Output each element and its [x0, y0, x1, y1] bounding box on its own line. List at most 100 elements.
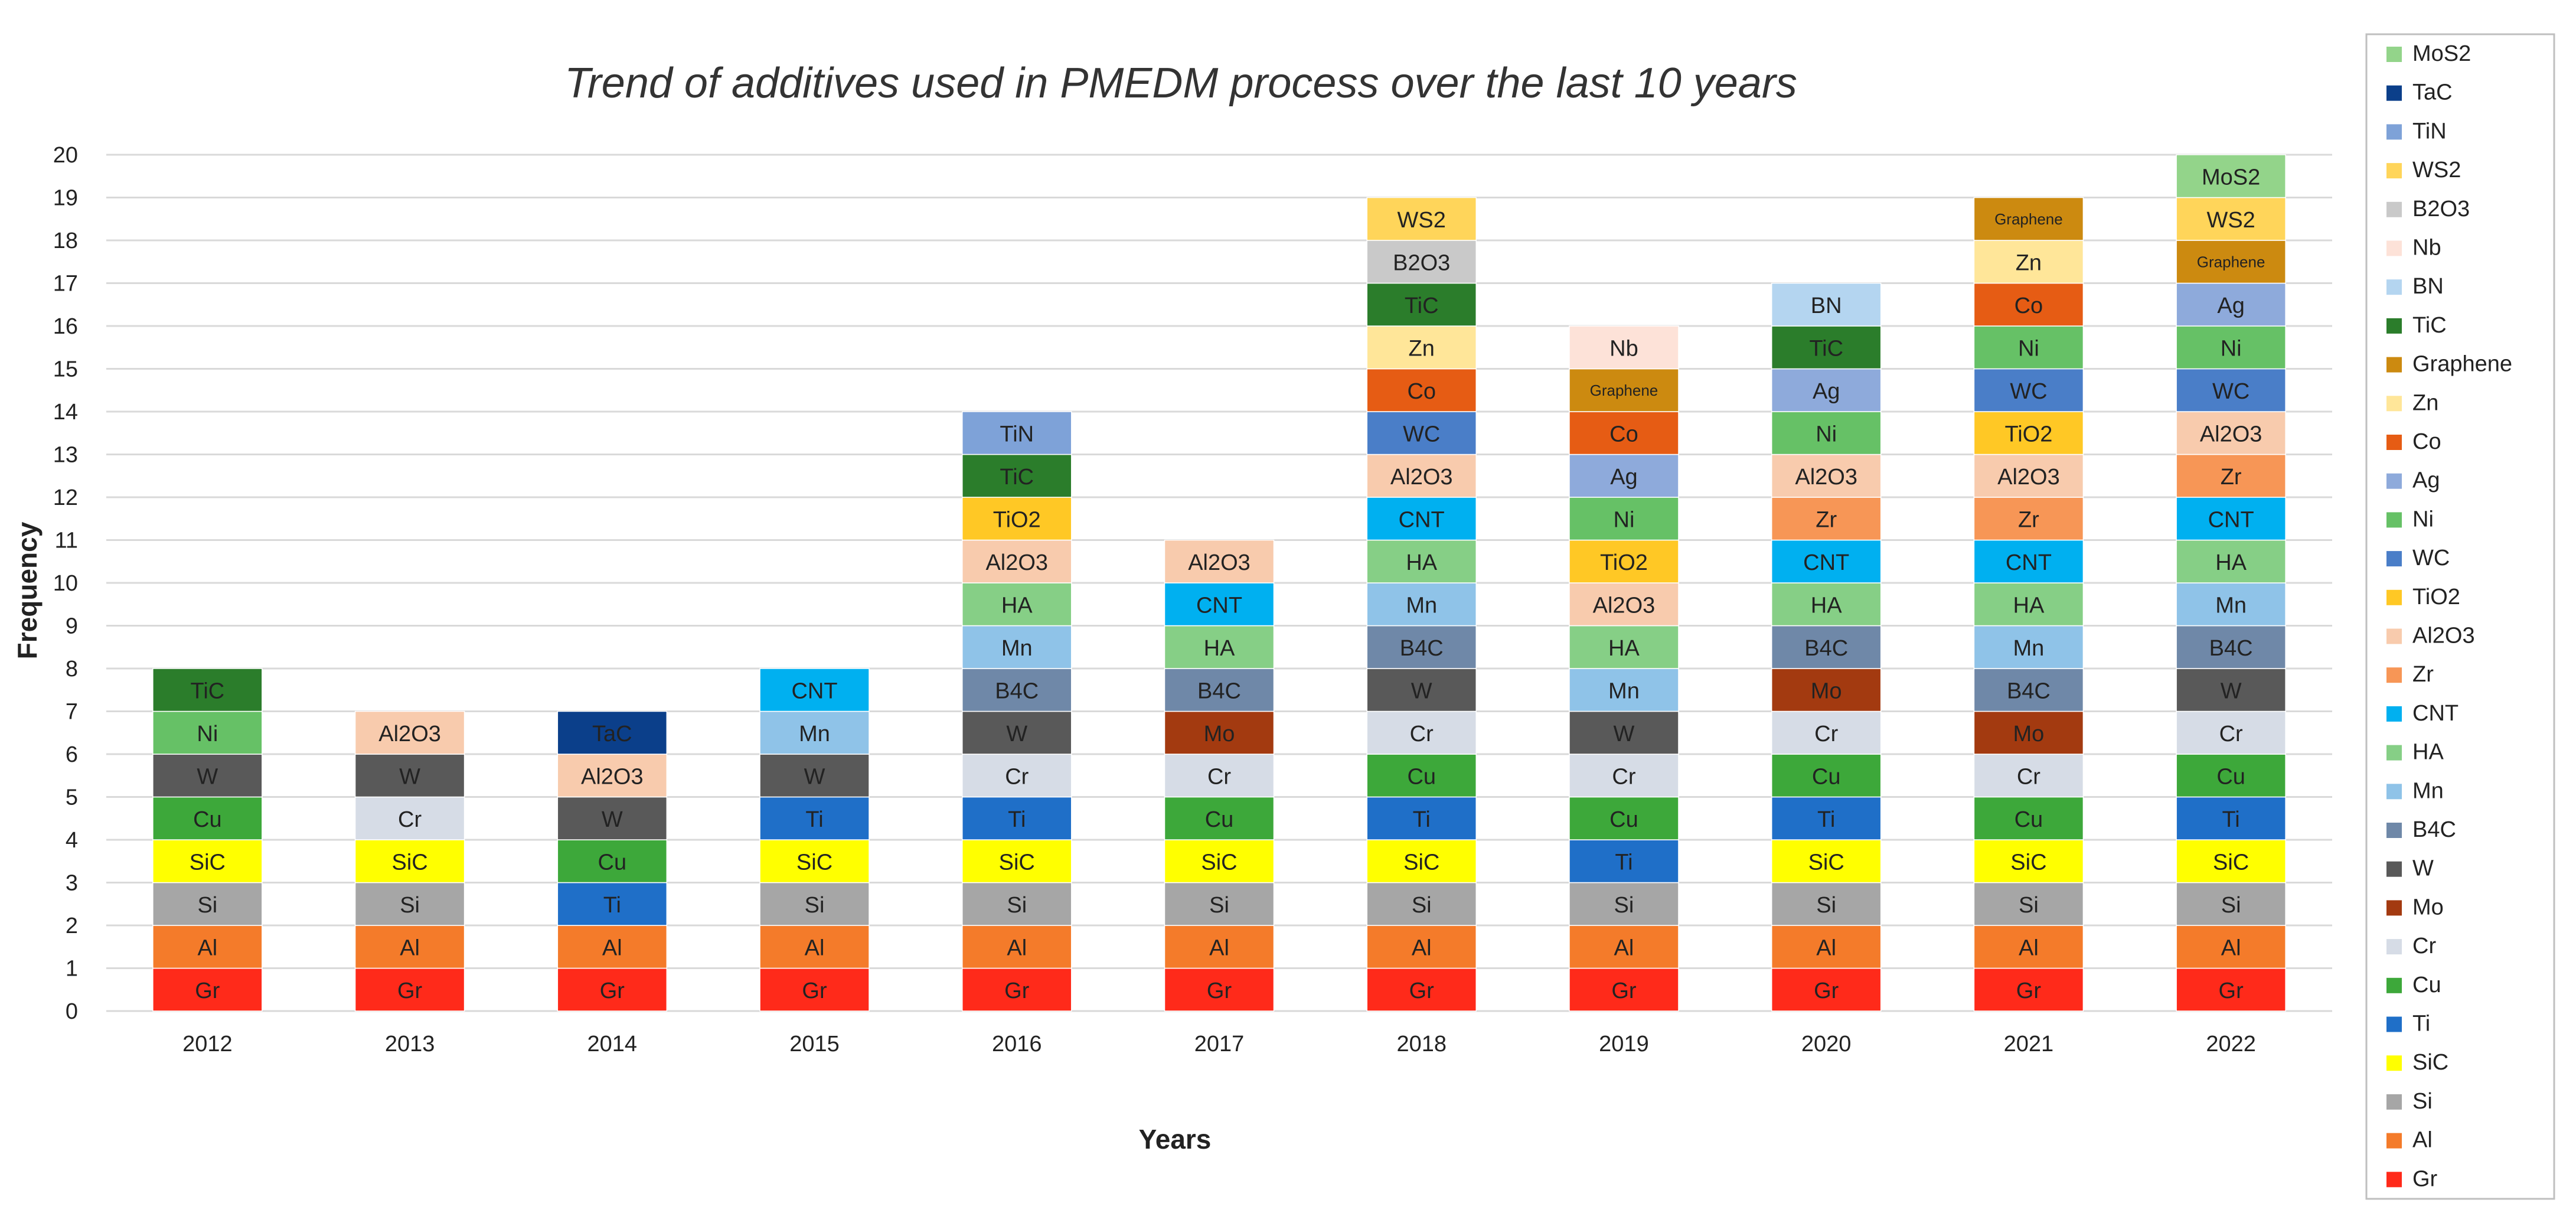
bar-segment-2019-al2o3 — [1569, 582, 1679, 627]
segment-label-2020-cnt: CNT — [1803, 550, 1849, 575]
bar-segment-2021-ha — [1973, 582, 2084, 627]
bar-segment-2016-tio2 — [962, 497, 1072, 541]
segment-label-2015-mn: Mn — [799, 722, 830, 746]
segment-label-2018-b2o3: B2O3 — [1393, 250, 1450, 275]
bar-segment-2017-cnt — [1164, 582, 1275, 627]
legend-label-zn: Zn — [2412, 390, 2438, 415]
bar-segment-2018-w — [1366, 668, 1477, 712]
legend-swatch-cnt — [2386, 706, 2402, 722]
bar-segment-2019-w — [1569, 710, 1679, 755]
segment-label-2020-cr: Cr — [1814, 722, 1838, 746]
chart-title: Trend of additives used in PMEDM process… — [564, 60, 1797, 107]
bar-segment-2020-zr — [1771, 497, 1882, 541]
bar-segment-2022-cnt — [2176, 497, 2286, 541]
segment-label-2021-zr: Zr — [2018, 507, 2039, 532]
segment-label-2022-si: Si — [2221, 893, 2241, 918]
legend-swatch-ws2 — [2386, 163, 2402, 179]
bar-segment-2020-al — [1771, 925, 1882, 969]
segment-label-2018-co: Co — [1407, 379, 1436, 404]
bar-segment-2021-co — [1973, 282, 2084, 327]
y-tick-label-3: 3 — [66, 871, 78, 896]
segment-label-2013-sic: SiC — [391, 850, 427, 875]
segment-label-2018-ha: HA — [1406, 550, 1437, 575]
bar-segment-2019-si — [1569, 882, 1679, 926]
segment-label-2022-gr: Gr — [2219, 979, 2244, 1003]
segment-label-2019-ni: Ni — [1614, 507, 1635, 532]
y-tick-label-8: 8 — [66, 657, 78, 682]
bar-segment-2013-al — [354, 925, 465, 969]
segment-label-2014-cu: Cu — [598, 850, 627, 875]
legend-label-cnt: CNT — [2412, 701, 2459, 726]
bar-segment-2020-cnt — [1771, 539, 1882, 583]
legend-label-ti: Ti — [2412, 1012, 2430, 1036]
bar-segment-2019-graphene — [1569, 368, 1679, 412]
bar-segment-2021-cr — [1973, 754, 2084, 798]
legend-label-graphene: Graphene — [2412, 352, 2512, 377]
segment-label-2016-w: W — [1006, 722, 1027, 746]
bar-segment-2016-tic — [962, 454, 1072, 498]
legend-label-si: Si — [2412, 1089, 2433, 1114]
segment-label-2013-w: W — [399, 764, 420, 789]
segment-label-2021-si: Si — [2019, 893, 2039, 918]
bar-segment-2019-ti — [1569, 839, 1679, 883]
bar-segment-2022-zr — [2176, 454, 2286, 498]
bar-segment-2022-mos2 — [2176, 154, 2286, 198]
segment-label-2012-al: Al — [197, 935, 217, 960]
bar-stack-2013: Gr Al Si SiC Cr W Al2O3 — [354, 710, 465, 1012]
segment-label-2012-sic: SiC — [190, 850, 226, 875]
legend-swatch-tin — [2386, 124, 2402, 140]
bar-segment-2021-cu — [1973, 796, 2084, 840]
legend-swatch-tic — [2386, 318, 2402, 334]
bar-segment-2021-cnt — [1973, 539, 2084, 583]
bar-segment-2014-cu — [557, 839, 668, 883]
segment-label-2019-cr: Cr — [1612, 764, 1635, 789]
bar-segment-2021-b4c — [1973, 668, 2084, 712]
segment-label-2016-al2o3: Al2O3 — [985, 550, 1048, 575]
x-axis-label: Years — [1139, 1124, 1212, 1155]
legend-label-co: Co — [2412, 429, 2441, 454]
segment-label-2013-al: Al — [400, 935, 420, 960]
segment-label-2018-cr: Cr — [1410, 722, 1434, 746]
legend-label-mos2: MoS2 — [2412, 41, 2471, 66]
bar-segment-2022-ti — [2176, 796, 2286, 840]
bar-segment-2018-ws2 — [1366, 197, 1477, 241]
segment-label-2022-graphene: Graphene — [2197, 253, 2265, 270]
x-tick-label-2021: 2021 — [2004, 1032, 2054, 1057]
segment-label-2016-al: Al — [1007, 935, 1027, 960]
bar-segment-2022-mn — [2176, 582, 2286, 627]
legend-swatch-gr — [2386, 1172, 2402, 1188]
bar-stack-2019: Gr Al Si Ti Cu Cr W Mn HA Al2O3 TiO2 Ni Ag Co Graphene… — [1569, 325, 1679, 1012]
segment-label-2017-mo: Mo — [1204, 722, 1235, 746]
y-tick-label-18: 18 — [53, 229, 78, 253]
legend-swatch-ag — [2386, 473, 2402, 489]
x-tick-label-2017: 2017 — [1194, 1032, 1245, 1057]
legend-swatch-cr — [2386, 939, 2402, 955]
bar-segment-2014-al — [557, 925, 668, 969]
bar-segment-2014-w — [557, 796, 668, 840]
legend-label-al: Al — [2412, 1128, 2433, 1153]
legend-swatch-mos2 — [2386, 47, 2402, 62]
segment-label-2021-gr: Gr — [2016, 979, 2042, 1003]
legend-swatch-wc — [2386, 551, 2402, 567]
x-tick-label-2013: 2013 — [385, 1032, 435, 1057]
segment-label-2019-ti: Ti — [1615, 850, 1633, 875]
segment-label-2012-w: W — [197, 764, 218, 789]
segment-label-2013-gr: Gr — [397, 979, 423, 1003]
bar-segment-2022-al — [2176, 925, 2286, 969]
segment-label-2018-al: Al — [1412, 935, 1432, 960]
y-tick-label-2: 2 — [66, 914, 78, 938]
bar-segment-2021-al2o3 — [1973, 454, 2084, 498]
y-tick-label-16: 16 — [53, 314, 78, 339]
segment-label-2021-tio2: TiO2 — [2004, 422, 2052, 446]
segment-label-2018-cnt: CNT — [1399, 507, 1445, 532]
segment-label-2019-al: Al — [1614, 935, 1634, 960]
bar-segment-2012-w — [152, 754, 263, 798]
bar-segment-2016-ti — [962, 796, 1072, 840]
legend-swatch-w — [2386, 861, 2402, 877]
bar-segment-2018-ha — [1366, 539, 1477, 583]
bar-segment-2018-si — [1366, 882, 1477, 926]
bar-segment-2018-al2o3 — [1366, 454, 1477, 498]
segment-label-2013-al2o3: Al2O3 — [378, 722, 441, 746]
bar-segment-2020-b4c — [1771, 625, 1882, 669]
